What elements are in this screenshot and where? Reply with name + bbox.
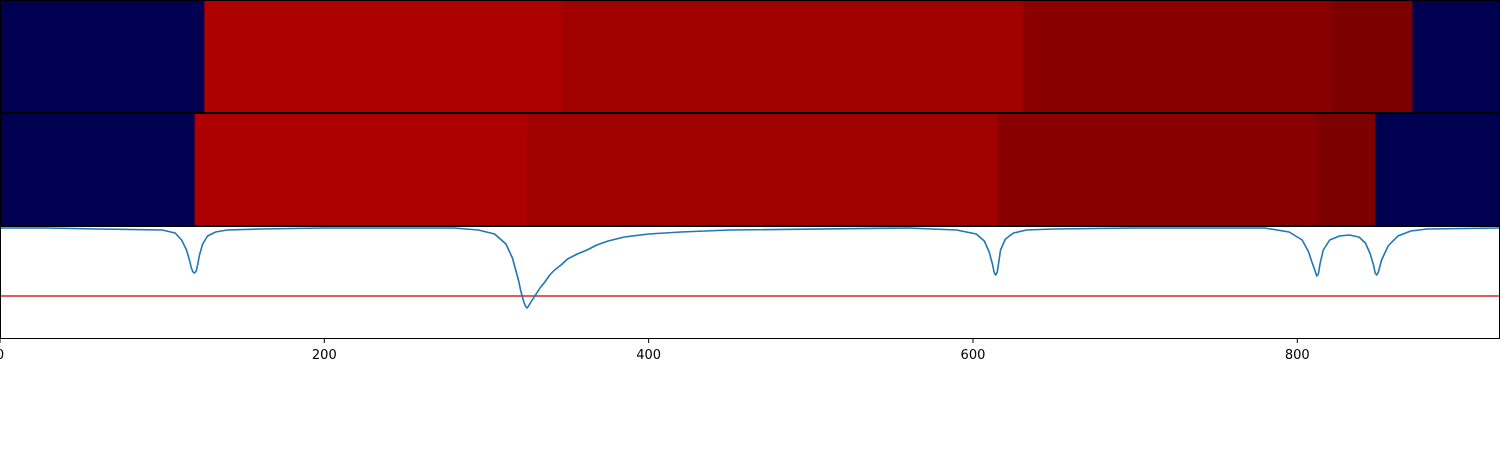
- heatmap-cell-2-1: [0, 113, 196, 225]
- heatmap-cell-2-6: [1375, 113, 1500, 225]
- heatmap-cell-1-5: [1331, 0, 1413, 112]
- heatmap-cell-2-2: [194, 113, 528, 225]
- heatmap-cell-1-4: [1023, 0, 1332, 112]
- x-tick-label-600: 600: [961, 348, 986, 363]
- line-panel: [0, 226, 1500, 338]
- x-tick-label-0: 0: [0, 348, 4, 363]
- heatmap-cell-1-6: [1412, 0, 1500, 112]
- heatmap-cell-2-4: [997, 113, 1318, 225]
- heatmap-cell-2-5: [1316, 113, 1376, 225]
- heatmap-cell-1-3: [561, 0, 1024, 112]
- x-axis: 0 200 400 600 800: [0, 338, 1310, 363]
- line-panel-background: [0, 226, 1500, 338]
- x-tick-label-400: 400: [636, 348, 661, 363]
- heatmap-track-2: [0, 113, 1500, 225]
- heatmap-cell-1-2: [204, 0, 562, 112]
- series-line: [0, 227, 1500, 309]
- x-tick-label-800: 800: [1285, 348, 1310, 363]
- heatmap-cell-1-1: [0, 0, 205, 112]
- heatmap-cell-2-3: [527, 113, 998, 225]
- heatmap-track-1: [0, 0, 1500, 112]
- x-tick-label-200: 200: [312, 348, 337, 363]
